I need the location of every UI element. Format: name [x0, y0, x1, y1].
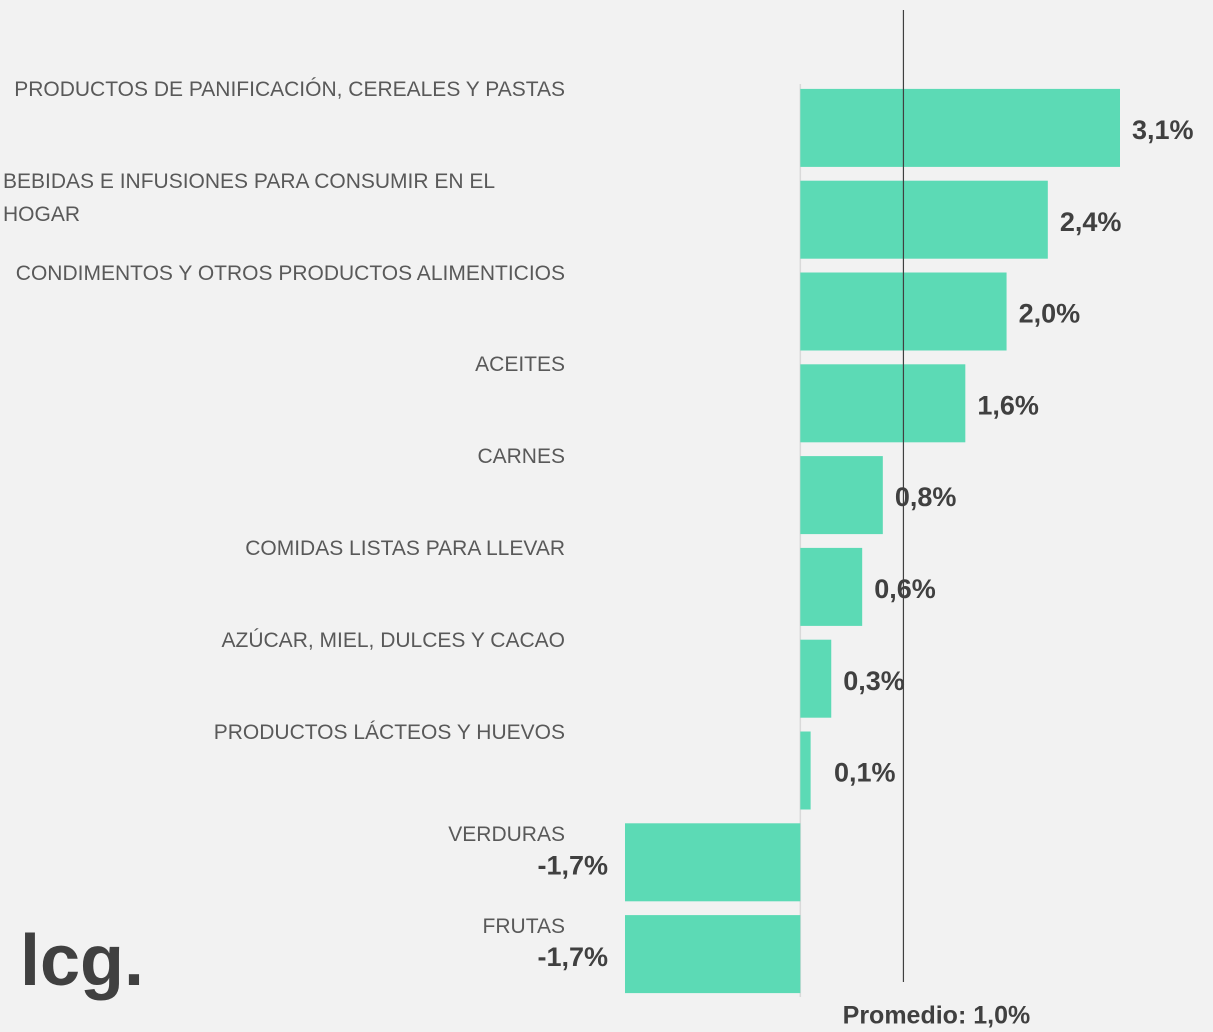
value-label: 3,1%: [1132, 115, 1194, 145]
value-label: 2,4%: [1060, 207, 1122, 237]
category-label: ACEITES: [475, 353, 565, 377]
bar: [800, 639, 832, 718]
bar: [800, 364, 966, 443]
category-label: PRODUCTOS LÁCTEOS Y HUEVOS: [213, 720, 565, 744]
bar: [800, 731, 811, 810]
logo: lcg.: [20, 921, 144, 1001]
category-label: CARNES: [477, 445, 565, 469]
category-label: PRODUCTOS DE PANIFICACIÓN, CEREALES Y PA…: [14, 77, 565, 101]
value-label: -1,7%: [537, 942, 608, 972]
average-label: Promedio: 1,0%: [843, 1002, 1031, 1030]
category-label: BEBIDAS E INFUSIONES PARA CONSUMIR EN EL…: [3, 169, 495, 226]
value-label: 0,8%: [895, 482, 957, 512]
value-label: 2,0%: [1019, 299, 1081, 329]
category-label: FRUTAS: [482, 915, 565, 939]
category-label: CONDIMENTOS Y OTROS PRODUCTOS ALIMENTICI…: [15, 261, 565, 285]
bar: [625, 823, 801, 902]
bar: [800, 88, 1120, 167]
value-label: 0,1%: [834, 758, 896, 788]
bar: [800, 180, 1048, 259]
value-label: 0,3%: [843, 666, 905, 696]
category-label: AZÚCAR, MIEL, DULCES Y CACAO: [221, 628, 565, 652]
value-label: -1,7%: [537, 850, 608, 880]
bar: [625, 915, 801, 994]
category-label: VERDURAS: [448, 823, 565, 847]
bar: [800, 547, 863, 626]
value-label: 0,6%: [874, 574, 936, 604]
bar: [800, 456, 883, 535]
value-label: 1,6%: [977, 390, 1039, 420]
category-label: COMIDAS LISTAS PARA LLEVAR: [245, 536, 565, 560]
